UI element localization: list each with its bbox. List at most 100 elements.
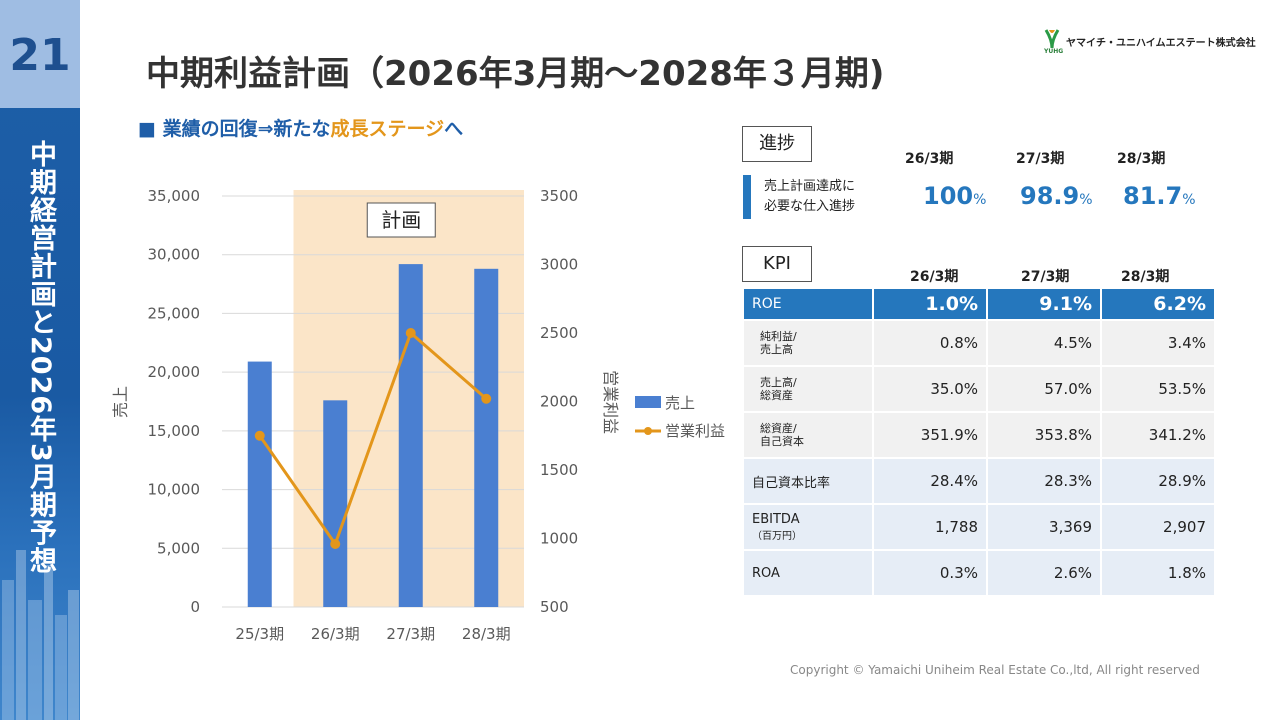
kpi-row-label: ROA: [742, 549, 874, 597]
kpi-table: ROE 1.0% 9.1% 6.2% 純利益/売上高 0.8% 4.5% 3.4…: [742, 287, 1216, 597]
kpi-tag: KPI: [742, 246, 812, 282]
kpi-cell: 0.8%: [872, 319, 988, 367]
progress-tag: 進捗: [742, 126, 812, 162]
y-right-tick-label: 2000: [540, 393, 578, 411]
y-right-tick-label: 1500: [540, 461, 578, 479]
city-skyline-image: [2, 550, 79, 720]
company-name: ヤマイチ・ユニハイムエステート株式会社: [1066, 38, 1256, 49]
kpi-row-label: 純利益/売上高: [742, 319, 874, 367]
kpi-row-leverage: 総資産/自己資本 351.9% 353.8% 341.2%: [742, 411, 1216, 459]
kpi-cell: 0.3%: [872, 549, 988, 597]
copyright-text: Copyright © Yamaichi Uniheim Real Estate…: [790, 663, 1200, 677]
progress-value-number: 81.7: [1123, 182, 1183, 210]
progress-col-header: 26/3期: [905, 151, 954, 167]
y-left-tick-label: 10,000: [148, 481, 201, 499]
kpi-cell: 2,907: [1100, 503, 1216, 551]
kpi-cell: 28.4%: [872, 457, 988, 505]
operating-profit-point: [481, 393, 492, 404]
progress-value-number: 98.9: [1020, 182, 1080, 210]
kpi-cell: 3,369: [986, 503, 1102, 551]
y-left-tick-label: 25,000: [148, 304, 201, 322]
kpi-cell: 353.8%: [986, 411, 1102, 459]
progress-value-unit: %: [1079, 192, 1093, 208]
progress-label-line2: 必要な仕入進捗: [764, 199, 856, 214]
progress-label: 売上計画達成に 必要な仕入進捗: [764, 177, 855, 217]
y-left-axis-label: 売上: [111, 386, 130, 418]
legend-label-profit: 営業利益: [665, 422, 725, 440]
kpi-cell: 351.9%: [872, 411, 988, 459]
kpi-row-label-line1: 純利益/: [760, 330, 797, 343]
progress-value: 100%: [923, 182, 986, 210]
kpi-row-label-line2: 総資産: [760, 389, 793, 402]
kpi-cell: 1,788: [872, 503, 988, 551]
operating-profit-point: [330, 538, 341, 549]
kpi-cell: 35.0%: [872, 365, 988, 413]
progress-label-line1: 売上計画達成に: [764, 179, 856, 194]
y-left-tick-label: 30,000: [148, 246, 201, 264]
company-logo-mark: YUHG: [1044, 48, 1064, 55]
kpi-row-asset-turnover: 売上高/総資産 35.0% 57.0% 53.5%: [742, 365, 1216, 413]
legend-label-sales: 売上: [665, 394, 695, 412]
kpi-row-label-line1: 売上高/: [760, 376, 797, 389]
kpi-cell: 2.6%: [986, 549, 1102, 597]
kpi-cell: 9.1%: [986, 287, 1102, 321]
kpi-cell: 341.2%: [1100, 411, 1216, 459]
legend-swatch-sales: [635, 396, 661, 408]
y-right-axis-label: 営業利益: [601, 370, 620, 434]
y-left-tick-label: 35,000: [148, 187, 201, 205]
y-left-tick-label: 15,000: [148, 422, 201, 440]
progress-value-unit: %: [973, 192, 987, 208]
kpi-row-label: 総資産/自己資本: [742, 411, 874, 459]
kpi-col-header: 26/3期: [910, 269, 959, 285]
x-tick-label: 28/3期: [462, 625, 511, 643]
kpi-row-roa: ROA 0.3% 2.6% 1.8%: [742, 549, 1216, 597]
progress-col-header: 28/3期: [1117, 151, 1166, 167]
progress-accent-bar: [743, 175, 751, 219]
company-logo: [1044, 29, 1060, 49]
kpi-row-label: EBITDA （百万円）: [742, 503, 874, 551]
y-right-tick-label: 3000: [540, 256, 578, 274]
subtitle-suffix: へ: [444, 118, 464, 140]
y-left-tick-label: 0: [190, 598, 200, 616]
x-tick-label: 27/3期: [386, 625, 435, 643]
operating-profit-line: [258, 330, 488, 548]
section-subtitle: ■ 業績の回復⇒新たな成長ステージへ: [138, 114, 463, 141]
kpi-row-roe: ROE 1.0% 9.1% 6.2%: [742, 287, 1216, 321]
kpi-cell: 6.2%: [1100, 287, 1216, 321]
kpi-cell: 4.5%: [986, 319, 1102, 367]
kpi-row-label-line1: 総資産/: [760, 422, 797, 435]
sales-bar: [323, 400, 348, 607]
progress-value-unit: %: [1182, 192, 1196, 208]
kpi-row-equity-ratio: 自己資本比率 28.4% 28.3% 28.9%: [742, 457, 1216, 505]
operating-profit-point: [254, 430, 265, 441]
sales-bar: [247, 361, 272, 607]
kpi-cell: 57.0%: [986, 365, 1102, 413]
plan-label-box: [366, 202, 436, 238]
sidebar: 21 中期経営計画と2026年3月期予想: [0, 0, 80, 720]
kpi-cell: 3.4%: [1100, 319, 1216, 367]
x-tick-label: 26/3期: [311, 625, 360, 643]
kpi-row-label-line2: 自己資本: [760, 435, 804, 448]
progress-col-header: 27/3期: [1016, 151, 1065, 167]
subtitle-prefix: ■ 業績の回復⇒新たな: [138, 118, 331, 140]
sales-bar: [474, 268, 499, 607]
kpi-cell: 1.0%: [872, 287, 988, 321]
sidebar-vertical-title: 中期経営計画と2026年3月期予想: [25, 140, 56, 575]
kpi-col-header: 28/3期: [1121, 269, 1170, 285]
y-right-tick-label: 500: [540, 598, 569, 616]
kpi-row-label-line2: （百万円）: [752, 531, 802, 542]
kpi-row-label: 自己資本比率: [742, 457, 874, 505]
kpi-cell: 28.9%: [1100, 457, 1216, 505]
sales-profit-chart: 0 5,000 10,000 15,000 20,000 25,000 30,000 35,0…: [111, 187, 725, 643]
slide-number-box: 21: [0, 0, 80, 108]
progress-value-number: 100: [923, 182, 974, 210]
kpi-col-header: 27/3期: [1021, 269, 1070, 285]
page-title: 中期利益計画（2026年3月期〜2028年３月期): [146, 54, 885, 94]
y-right-tick-label: 2500: [540, 324, 578, 342]
kpi-cell: 1.8%: [1100, 549, 1216, 597]
kpi-row-net-margin: 純利益/売上高 0.8% 4.5% 3.4%: [742, 319, 1216, 367]
kpi-row-label-line2: 売上高: [760, 343, 793, 356]
operating-profit-point: [405, 328, 416, 338]
kpi-cell: 28.3%: [986, 457, 1102, 505]
kpi-cell: 53.5%: [1100, 365, 1216, 413]
